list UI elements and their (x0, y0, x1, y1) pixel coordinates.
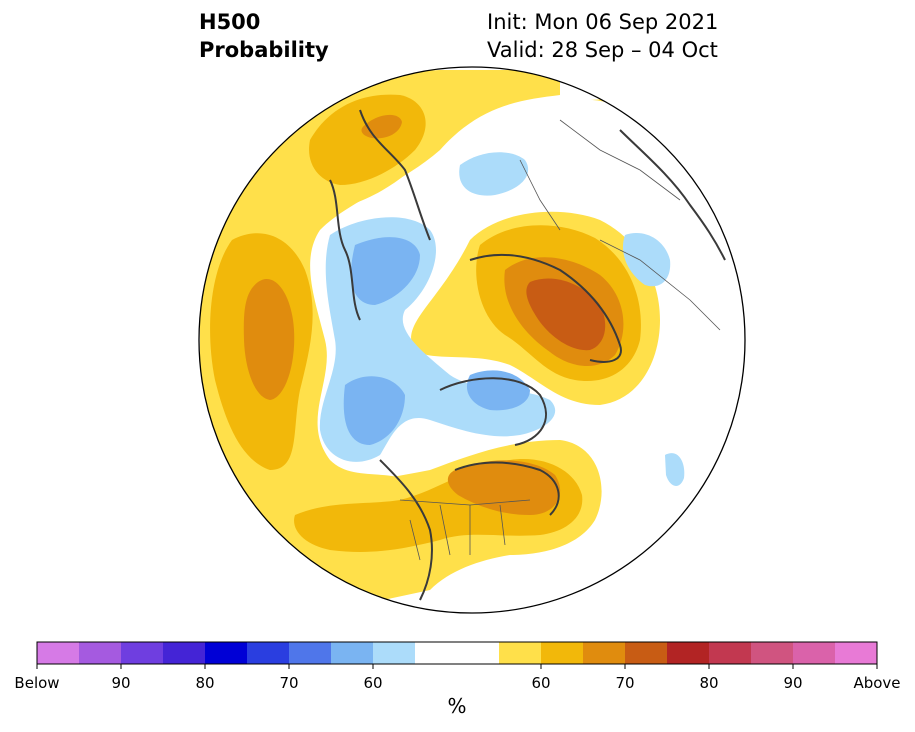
colorbar-swatch (205, 642, 248, 664)
init-date: Init: Mon 06 Sep 2021 (487, 10, 719, 34)
valid-range: Valid: 28 Sep – 04 Oct (487, 38, 718, 62)
colorbar-swatch (709, 642, 752, 664)
polar-probability-map (198, 66, 746, 614)
colorbar-tick-label: 80 (699, 674, 719, 692)
colorbar-swatch (793, 642, 836, 664)
colorbar-tick-label: Below (14, 674, 60, 692)
colorbar-unit: % (447, 694, 467, 718)
colorbar-swatch (499, 642, 542, 664)
colorbar-swatch (667, 642, 710, 664)
colorbar-swatch (541, 642, 584, 664)
colorbar-swatch (373, 642, 416, 664)
blue-region-small (665, 453, 685, 486)
colorbar-swatch (163, 642, 206, 664)
colorbar-swatch (121, 642, 164, 664)
colorbar-tick-label: 60 (363, 674, 383, 692)
colorbar-swatch (583, 642, 626, 664)
colorbar-swatch (751, 642, 794, 664)
mid-blue-region-siberia (351, 237, 420, 305)
colorbar-swatch (625, 642, 668, 664)
colorbar-swatch (37, 642, 80, 664)
colorbar-tick-label: 80 (195, 674, 215, 692)
colorbar-swatch (331, 642, 374, 664)
colorbar-frame (36, 641, 878, 665)
dark-orange-region-north-america (447, 460, 561, 515)
coastlines (329, 109, 726, 601)
globe-outline (198, 66, 746, 614)
colorbar-tick-label: 60 (531, 674, 551, 692)
colorbar-tick-label: Above (853, 674, 901, 692)
colorbar-swatch (457, 642, 500, 664)
blue-region-central-asia (622, 232, 671, 287)
borders (399, 119, 721, 561)
map-title: H500 Probability (199, 8, 329, 64)
colorbar-swatch (289, 642, 332, 664)
darkest-region-europe (526, 278, 606, 351)
dark-orange-region-pacific (243, 278, 295, 400)
colorbar-tick-label: 70 (279, 674, 299, 692)
colorbar-swatch (835, 642, 878, 664)
mid-blue-region-alaska (343, 376, 405, 445)
yellow-region-west (200, 70, 560, 613)
title-variable: H500 (199, 10, 261, 34)
colorbar-swatch (415, 642, 458, 664)
colorbar-tick-label: 90 (111, 674, 131, 692)
blue-region-arctic (459, 152, 529, 196)
colorbar-tick-label: 90 (783, 674, 803, 692)
map-dates: Init: Mon 06 Sep 2021 Valid: 28 Sep – 04… (487, 8, 718, 64)
colorbar-swatch (247, 642, 290, 664)
colorbar-swatch (79, 642, 122, 664)
colorbar-tick-label: 70 (615, 674, 635, 692)
title-product: Probability (199, 38, 329, 62)
